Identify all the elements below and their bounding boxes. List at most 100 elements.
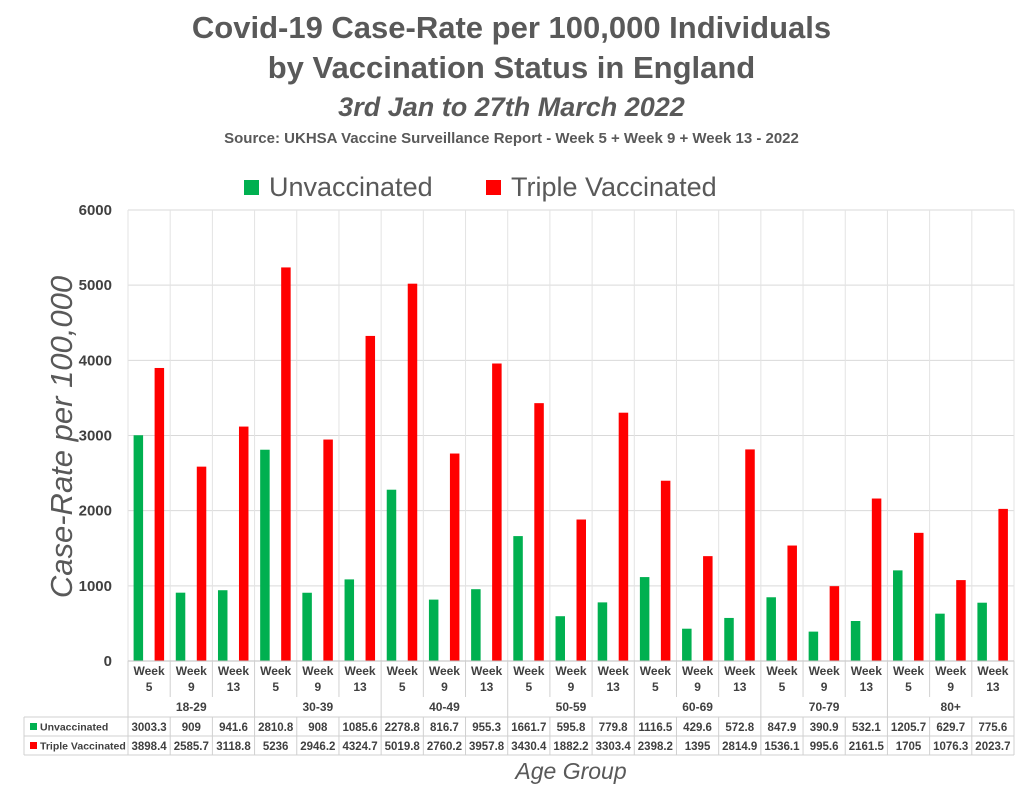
x-tick-week-word: Week bbox=[893, 664, 924, 678]
table-cell-triple-vaccinated: 5019.8 bbox=[385, 741, 421, 753]
x-group-label: 70-79 bbox=[809, 700, 840, 714]
x-group-label: 80+ bbox=[941, 700, 961, 714]
x-tick-week-number: 9 bbox=[441, 680, 448, 694]
table-cell-unvaccinated: 2810.8 bbox=[258, 722, 294, 734]
x-tick-week-number: 13 bbox=[353, 680, 367, 694]
x-tick-week-word: Week bbox=[555, 664, 586, 678]
bar-triple-vaccinated bbox=[534, 403, 544, 661]
bar-unvaccinated bbox=[386, 489, 397, 661]
table-cell-triple-vaccinated: 2398.2 bbox=[638, 741, 673, 753]
table-cell-triple-vaccinated: 3957.8 bbox=[469, 741, 505, 753]
table-cell-triple-vaccinated: 2814.9 bbox=[722, 741, 757, 753]
bar-unvaccinated bbox=[766, 597, 776, 661]
x-tick-week-word: Week bbox=[682, 664, 713, 678]
table-cell-unvaccinated: 572.8 bbox=[725, 722, 754, 734]
table-cell-unvaccinated: 1116.5 bbox=[638, 722, 673, 734]
table-cell-triple-vaccinated: 4324.7 bbox=[342, 741, 377, 753]
x-tick-week-word: Week bbox=[851, 664, 882, 678]
x-tick-week-number: 13 bbox=[986, 680, 1000, 694]
legend-swatch-triple-vaccinated bbox=[486, 179, 501, 195]
x-tick-week-word: Week bbox=[302, 664, 333, 678]
table-cell-triple-vaccinated: 3898.4 bbox=[132, 741, 168, 753]
bar-unvaccinated bbox=[260, 449, 270, 661]
x-tick-week-word: Week bbox=[766, 664, 797, 678]
legend-swatch-unvaccinated bbox=[244, 179, 259, 195]
bar-unvaccinated bbox=[217, 590, 228, 661]
table-cell-triple-vaccinated: 2161.5 bbox=[849, 741, 885, 753]
bar-triple-vaccinated bbox=[660, 480, 671, 661]
table-cell-unvaccinated: 1205.7 bbox=[891, 722, 926, 734]
table-cell-unvaccinated: 2278.8 bbox=[385, 722, 421, 734]
table-cell-unvaccinated: 595.8 bbox=[557, 722, 586, 734]
table-key-unvaccinated bbox=[30, 723, 37, 730]
table-cell-triple-vaccinated: 2946.2 bbox=[300, 741, 335, 753]
x-tick-week-number: 13 bbox=[733, 680, 747, 694]
legend-label-unvaccinated: Unvaccinated bbox=[269, 171, 433, 202]
x-tick-week-number: 5 bbox=[272, 680, 279, 694]
x-group-label: 18-29 bbox=[176, 700, 207, 714]
table-key-triple-vaccinated bbox=[30, 742, 37, 749]
x-tick-week-word: Week bbox=[809, 664, 840, 678]
bar-triple-vaccinated bbox=[323, 439, 333, 661]
x-tick-week-word: Week bbox=[640, 664, 671, 678]
bar-unvaccinated bbox=[724, 617, 734, 661]
y-tick-label: 4000 bbox=[79, 352, 112, 369]
y-tick-label: 1000 bbox=[79, 578, 112, 595]
table-cell-triple-vaccinated: 3430.4 bbox=[511, 741, 547, 753]
x-tick-week-word: Week bbox=[471, 664, 502, 678]
x-tick-week-word: Week bbox=[344, 664, 375, 678]
x-tick-week-number: 5 bbox=[146, 680, 153, 694]
table-cell-triple-vaccinated: 1076.3 bbox=[933, 741, 968, 753]
table-row-label-unvaccinated: Unvaccinated bbox=[40, 722, 108, 734]
bar-unvaccinated bbox=[977, 602, 987, 661]
legend-label-triple-vaccinated: Triple Vaccinated bbox=[511, 171, 717, 202]
bar-triple-vaccinated bbox=[618, 412, 629, 661]
bar-triple-vaccinated bbox=[871, 498, 882, 661]
bar-triple-vaccinated bbox=[238, 426, 249, 661]
y-tick-label: 2000 bbox=[79, 503, 112, 520]
table-cell-unvaccinated: 1661.7 bbox=[511, 722, 546, 734]
x-tick-week-word: Week bbox=[724, 664, 755, 678]
table-cell-triple-vaccinated: 1882.2 bbox=[553, 741, 588, 753]
bar-unvaccinated bbox=[893, 570, 903, 661]
chart-title: Covid-19 Case-Rate per 100,000 Individua… bbox=[191, 10, 832, 45]
table-cell-unvaccinated: 429.6 bbox=[683, 722, 712, 734]
y-tick-label: 6000 bbox=[79, 202, 112, 219]
x-tick-week-word: Week bbox=[387, 664, 418, 678]
bar-triple-vaccinated bbox=[154, 367, 165, 661]
bar-triple-vaccinated bbox=[196, 466, 207, 661]
bar-triple-vaccinated bbox=[745, 449, 755, 661]
table-cell-triple-vaccinated: 2023.7 bbox=[975, 741, 1010, 753]
bar-unvaccinated bbox=[935, 613, 945, 661]
x-tick-week-number: 5 bbox=[779, 680, 786, 694]
x-tick-week-number: 9 bbox=[568, 680, 575, 694]
bar-triple-vaccinated bbox=[576, 519, 586, 661]
x-group-label: 30-39 bbox=[303, 700, 334, 714]
x-tick-week-word: Week bbox=[598, 664, 629, 678]
legend-item-triple-vaccinated: Triple Vaccinated bbox=[486, 171, 717, 203]
x-tick-week-number: 13 bbox=[480, 680, 494, 694]
bar-triple-vaccinated bbox=[703, 556, 713, 661]
table-cell-triple-vaccinated: 995.6 bbox=[810, 741, 839, 753]
table-cell-unvaccinated: 908 bbox=[308, 722, 328, 734]
x-tick-week-number: 5 bbox=[399, 680, 406, 694]
table-cell-triple-vaccinated: 1705 bbox=[896, 741, 922, 753]
x-tick-week-word: Week bbox=[176, 664, 207, 678]
table-cell-unvaccinated: 909 bbox=[182, 722, 201, 734]
x-group-label: 60-69 bbox=[682, 700, 713, 714]
x-tick-week-number: 9 bbox=[947, 680, 954, 694]
table-cell-triple-vaccinated: 5236 bbox=[263, 741, 289, 753]
bar-unvaccinated bbox=[175, 592, 186, 661]
bar-triple-vaccinated bbox=[281, 267, 291, 661]
table-cell-triple-vaccinated: 1395 bbox=[685, 741, 711, 753]
bar-triple-vaccinated bbox=[914, 532, 924, 661]
x-group-label: 40-49 bbox=[429, 700, 460, 714]
x-tick-week-number: 5 bbox=[652, 680, 659, 694]
bar-unvaccinated bbox=[513, 536, 523, 661]
bar-unvaccinated bbox=[597, 602, 608, 661]
bar-unvaccinated bbox=[850, 621, 861, 661]
bar-unvaccinated bbox=[133, 435, 144, 661]
x-tick-week-number: 9 bbox=[315, 680, 322, 694]
bar-triple-vaccinated bbox=[998, 508, 1008, 661]
